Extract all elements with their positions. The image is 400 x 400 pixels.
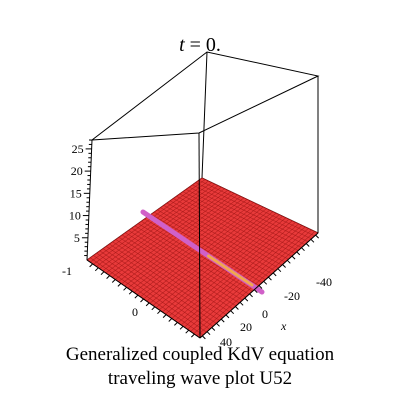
figure-caption: Generalized coupled KdV equation traveli… [0, 343, 400, 391]
mesh-line-u [189, 186, 306, 245]
mesh-line-u [198, 180, 315, 237]
x-minor-tick [202, 335, 206, 340]
x-tick-label: 20 [240, 320, 252, 334]
z-tick-label: 25 [72, 142, 84, 156]
y-minor-tick [111, 279, 116, 283]
y-minor-tick [157, 310, 161, 315]
x-minor-tick [286, 259, 291, 264]
mesh-line-v [89, 179, 206, 263]
y-minor-tick [145, 302, 150, 307]
x-minor-tick [263, 280, 268, 285]
z-tick-label: 15 [70, 186, 82, 200]
mesh-line-u [185, 189, 302, 248]
y-minor-tick [174, 322, 178, 326]
z-tick-label: 10 [69, 209, 81, 223]
x-minor-tick [253, 289, 258, 294]
mesh-line-v [96, 182, 212, 267]
x-minor-tick [296, 251, 301, 256]
x-minor-tick [315, 234, 319, 239]
x-minor-tick [291, 255, 296, 260]
x-tick-label: -20 [284, 289, 300, 303]
x-minor-tick [220, 318, 225, 323]
y-minor-tick [128, 290, 133, 295]
y-minor-tick [162, 314, 167, 318]
box-edge-front-vertical [198, 132, 201, 339]
x-minor-tick [301, 247, 305, 252]
x-minor-tick [310, 238, 315, 243]
x-minor-tick [249, 293, 253, 298]
x-minor-tick [282, 264, 286, 268]
y-minor-tick [168, 318, 173, 322]
x-minor-tick [211, 327, 216, 331]
box-edge-back-vertical [201, 51, 208, 179]
y-minor-tick [123, 286, 127, 291]
x-minor-tick [268, 276, 272, 281]
y-minor-tick [185, 329, 190, 334]
x-minor-tick [225, 314, 230, 319]
ridge-crest [206, 254, 254, 287]
x-axis-label: x [280, 319, 287, 333]
caption-line-2: traveling wave plot U52 [107, 368, 293, 389]
mesh-line-v [105, 186, 222, 274]
box-edge-left-vertical [86, 139, 93, 261]
x-tick-label: 40 [220, 335, 232, 349]
x-minor-tick [206, 331, 211, 336]
y-tick-label: -1 [62, 264, 72, 278]
y-minor-tick [94, 267, 99, 272]
y-minor-tick [179, 325, 184, 330]
x-minor-tick [235, 306, 239, 310]
y-minor-tick [117, 283, 122, 287]
mesh-line-v [99, 183, 216, 269]
plot-title: t = 0. [179, 34, 221, 56]
y-minor-tick [151, 306, 156, 311]
y-tick-label: 0 [132, 305, 138, 319]
y-minor-tick [89, 263, 94, 268]
y-minor-tick [106, 275, 110, 279]
x-minor-tick [258, 285, 263, 289]
x-minor-tick [277, 268, 282, 273]
x-minor-tick [216, 322, 220, 327]
y-minor-tick [134, 294, 139, 299]
traveling-wave-ridge [140, 209, 265, 295]
x-minor-tick [272, 272, 277, 277]
x-minor-tick [230, 310, 235, 315]
x-minor-tick [244, 297, 249, 302]
caption-line-1: Generalized coupled KdV equation [65, 344, 335, 365]
y-minor-tick [100, 271, 105, 276]
x-minor-tick [305, 243, 310, 247]
mesh-line-u [192, 184, 309, 243]
y-minor-tick [140, 298, 144, 303]
x-tick-label: 0 [262, 307, 268, 321]
z-tick-label: 5 [74, 231, 80, 245]
mesh-line-v [93, 180, 209, 265]
mesh-line-u [195, 182, 312, 240]
surface-mesh [86, 177, 319, 339]
z-tick-label: 20 [71, 164, 83, 178]
y-minor-tick [190, 333, 195, 338]
axis-ticks: 5 10 15 20 25 -40 -20 0 20 40 x -1 0 [62, 139, 332, 349]
x-minor-tick [239, 301, 244, 306]
x-tick-label: -40 [316, 275, 332, 289]
box-top-face [90, 51, 320, 141]
